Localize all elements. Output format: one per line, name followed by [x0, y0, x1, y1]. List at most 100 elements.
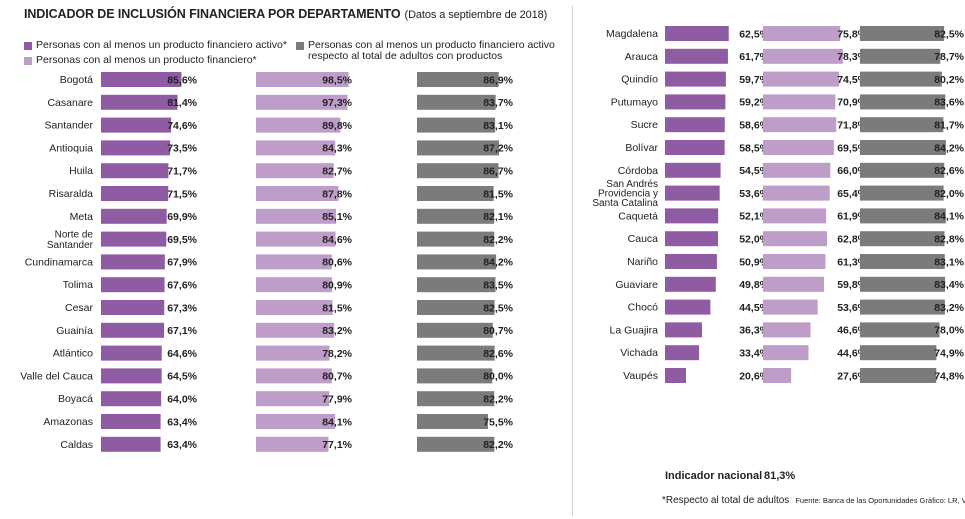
row-label: San Andrés — [606, 179, 658, 190]
value-label-active_of_holders: 86,7% — [483, 166, 513, 178]
bar-active — [101, 208, 167, 224]
bar-active_of_holders — [860, 254, 945, 269]
value-label-active: 71,7% — [167, 166, 197, 178]
value-label-active_of_holders: 83,1% — [934, 256, 964, 268]
value-label-any: 82,7% — [322, 166, 352, 178]
legend-label-any: Personas con al menos un producto financ… — [36, 54, 257, 66]
title-text: INDICADOR DE INCLUSIÓN FINANCIERA POR DE… — [24, 7, 401, 21]
row-label: Arauca — [625, 51, 658, 63]
value-label-active: 64,0% — [167, 394, 197, 406]
legend-swatch-active — [24, 42, 32, 50]
value-label-active: 54,5% — [739, 165, 769, 177]
value-label-active_of_holders: 83,6% — [934, 97, 964, 109]
value-label-active_of_holders: 84,2% — [934, 142, 964, 154]
value-label-active: 67,6% — [167, 280, 197, 292]
value-label-any: 80,7% — [322, 371, 352, 383]
bar-active — [101, 436, 161, 452]
row-label: Quindío — [621, 74, 658, 86]
bar-active_of_holders — [417, 345, 495, 361]
bar-active — [665, 208, 719, 224]
bar-active_of_holders — [860, 322, 940, 338]
bar-active — [665, 345, 700, 361]
bar-active_of_holders — [417, 231, 495, 247]
value-label-active_of_holders: 74,9% — [934, 348, 964, 360]
bar-active — [665, 254, 717, 269]
value-label-active_of_holders: 87,2% — [483, 143, 513, 155]
value-label-active_of_holders: 83,7% — [483, 97, 513, 109]
bar-active — [665, 48, 728, 64]
value-label-active: 64,5% — [167, 371, 197, 383]
value-label-active_of_holders: 80,7% — [483, 325, 513, 337]
bar-active — [101, 345, 162, 361]
bar-active — [101, 117, 172, 133]
value-label-active: 44,5% — [739, 302, 769, 314]
row-label: Cesar — [65, 302, 94, 314]
value-label-active: 71,5% — [167, 188, 197, 200]
value-label-active: 59,7% — [739, 74, 769, 86]
value-label-any: 84,3% — [322, 143, 352, 155]
national-indicator-label: Indicador nacional — [665, 470, 763, 482]
bar-active — [665, 26, 729, 41]
bar-active — [101, 254, 165, 270]
value-label-active: 52,0% — [739, 234, 769, 246]
row-label: Meta — [70, 211, 94, 223]
bar-active_of_holders — [417, 414, 488, 429]
row-label: Atlántico — [53, 348, 93, 360]
legend-swatch-active-of-holders — [296, 42, 304, 50]
bar-any — [256, 277, 333, 293]
column-divider — [572, 6, 573, 516]
row-label: Sucre — [631, 119, 659, 131]
row-label: Chocó — [628, 302, 659, 314]
value-label-active_of_holders: 75,5% — [483, 416, 513, 428]
bar-any — [256, 94, 348, 110]
value-label-active_of_holders: 83,4% — [934, 279, 964, 291]
row-label: Cauca — [628, 233, 659, 245]
value-label-any: 84,1% — [322, 416, 352, 428]
bar-any — [256, 117, 341, 133]
bar-any — [763, 299, 818, 315]
row-label: Norte de — [55, 229, 94, 240]
source-credit: Fuente: Banca de las Oportunidades Gráfi… — [795, 496, 965, 505]
value-label-active_of_holders: 83,2% — [934, 302, 964, 314]
bar-any — [763, 276, 824, 292]
row-label: Antioquia — [49, 142, 93, 154]
bar-active — [101, 277, 165, 293]
bar-active — [665, 71, 726, 87]
value-label-active: 33,4% — [739, 348, 769, 360]
bar-any — [763, 48, 843, 64]
row-label: Amazonas — [43, 416, 93, 428]
bar-active_of_holders — [860, 26, 945, 41]
bar-active_of_holders — [417, 140, 499, 156]
bar-active — [101, 414, 161, 429]
row-label: La Guajira — [610, 324, 659, 336]
bar-any — [763, 117, 837, 133]
bar-active_of_holders — [417, 368, 493, 384]
bar-any — [763, 208, 827, 224]
bar-active_of_holders — [417, 72, 499, 87]
value-label-active: 36,3% — [739, 325, 769, 337]
value-label-active_of_holders: 78,7% — [934, 51, 964, 63]
bar-any — [256, 163, 334, 179]
bar-any — [256, 231, 336, 247]
value-label-active_of_holders: 82,2% — [483, 439, 513, 451]
row-label: Valle del Cauca — [20, 370, 93, 382]
bar-any — [256, 72, 349, 87]
value-label-active_of_holders: 82,6% — [483, 348, 513, 360]
bar-active_of_holders — [417, 163, 499, 179]
row-label: Bolívar — [625, 142, 658, 154]
value-label-any: 98,5% — [322, 74, 352, 86]
bar-active_of_holders — [417, 436, 495, 452]
row-label: Vichada — [620, 347, 658, 359]
bar-active — [101, 322, 165, 338]
row-label: Santander — [45, 120, 94, 132]
value-label-active: 62,5% — [739, 28, 769, 40]
row-label: Guainía — [56, 325, 93, 337]
bar-active_of_holders — [417, 391, 495, 407]
value-label-active_of_holders: 80,0% — [483, 371, 513, 383]
value-label-active_of_holders: 82,5% — [934, 28, 964, 40]
bar-any — [256, 345, 330, 361]
row-label: Tolima — [63, 279, 94, 291]
value-label-active: 67,9% — [167, 257, 197, 269]
bar-active — [101, 163, 169, 179]
